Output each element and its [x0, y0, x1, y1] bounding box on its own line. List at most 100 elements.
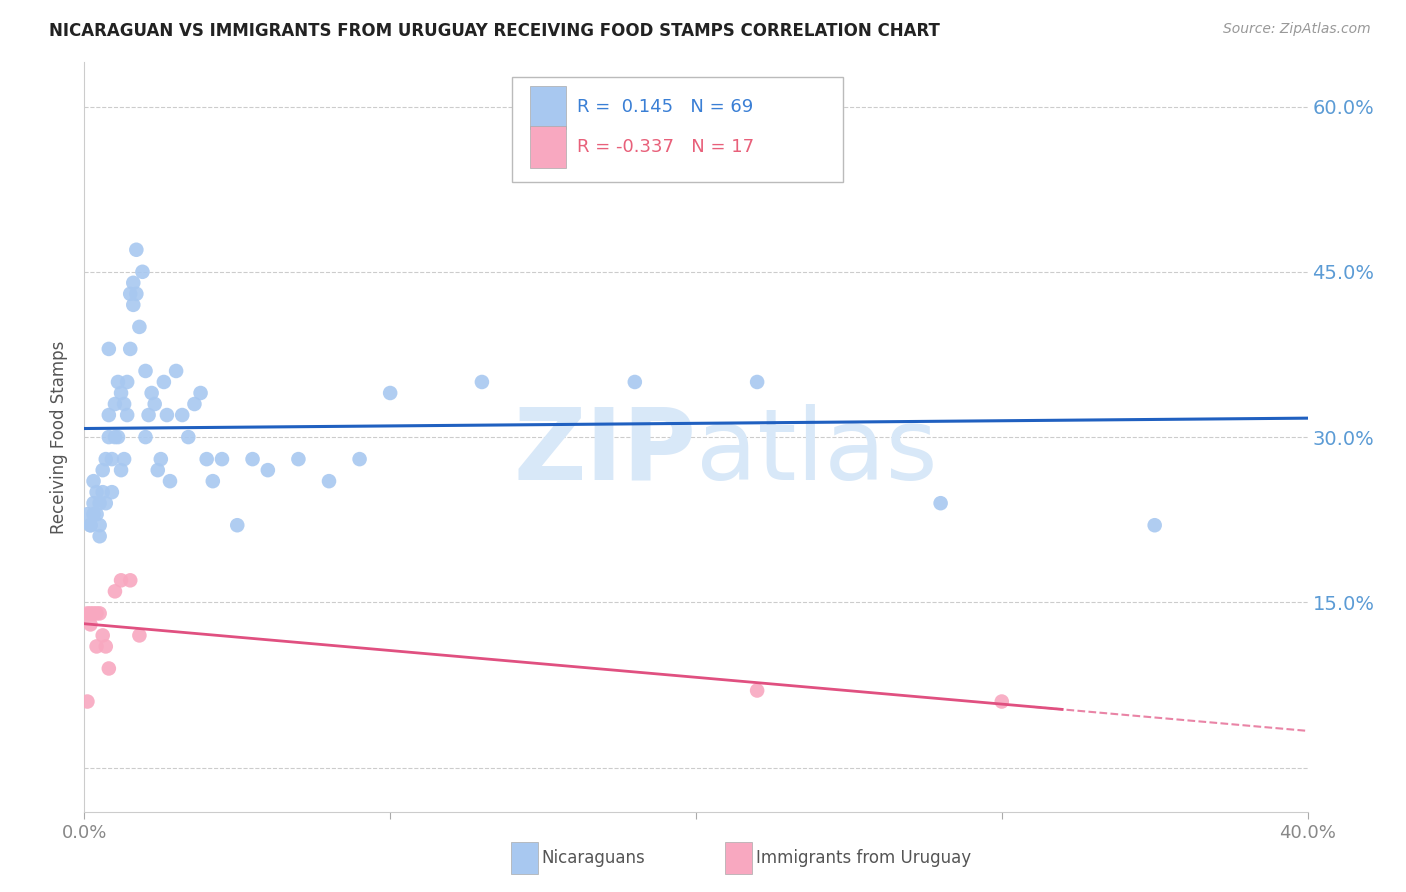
Text: Immigrants from Uruguay: Immigrants from Uruguay: [756, 849, 972, 867]
Point: [76, 694, 98, 708]
Point: [104, 397, 127, 411]
Text: R = -0.337   N = 17: R = -0.337 N = 17: [578, 138, 755, 156]
Point: [115, 408, 138, 422]
Point: [107, 375, 129, 389]
Point: [110, 386, 132, 401]
Point: [211, 452, 233, 467]
Point: [97, 430, 120, 444]
Point: [153, 375, 176, 389]
Point: [1143, 518, 1166, 533]
Point: [104, 430, 127, 444]
Point: [183, 397, 205, 411]
Point: [86, 640, 108, 654]
Point: [991, 694, 1014, 708]
Point: [94, 496, 117, 510]
Text: ZIP: ZIP: [513, 403, 696, 500]
Point: [201, 474, 224, 488]
Point: [195, 452, 218, 467]
Point: [97, 408, 120, 422]
Point: [79, 518, 101, 533]
Point: [128, 628, 150, 642]
Point: [747, 375, 769, 389]
Point: [125, 286, 148, 301]
Point: [242, 452, 264, 467]
Point: [159, 474, 181, 488]
FancyBboxPatch shape: [512, 842, 538, 874]
Point: [76, 607, 98, 621]
Point: [104, 584, 127, 599]
Text: Source: ZipAtlas.com: Source: ZipAtlas.com: [1223, 22, 1371, 37]
Point: [83, 496, 105, 510]
Point: [149, 452, 172, 467]
Point: [624, 375, 647, 389]
Point: [112, 397, 135, 411]
Point: [135, 364, 157, 378]
FancyBboxPatch shape: [725, 842, 752, 874]
Point: [94, 640, 117, 654]
Point: [86, 607, 108, 621]
Point: [97, 661, 120, 675]
Point: [120, 342, 142, 356]
Point: [76, 507, 98, 521]
Point: [146, 463, 169, 477]
Point: [128, 319, 150, 334]
Point: [89, 529, 111, 543]
Point: [138, 408, 160, 422]
Point: [318, 474, 340, 488]
Point: [83, 474, 105, 488]
Point: [79, 518, 101, 533]
Point: [190, 386, 212, 401]
Point: [107, 430, 129, 444]
Point: [349, 452, 371, 467]
Y-axis label: Receiving Food Stamps: Receiving Food Stamps: [51, 341, 69, 533]
Point: [929, 496, 952, 510]
Point: [747, 683, 769, 698]
Point: [131, 265, 153, 279]
Point: [94, 452, 117, 467]
Point: [91, 463, 114, 477]
Point: [177, 430, 200, 444]
Point: [110, 574, 132, 588]
Text: Nicaraguans: Nicaraguans: [541, 849, 645, 867]
Text: R =  0.145   N = 69: R = 0.145 N = 69: [578, 98, 754, 116]
Point: [141, 386, 163, 401]
Point: [86, 485, 108, 500]
Point: [101, 485, 124, 500]
Point: [122, 298, 145, 312]
Point: [97, 342, 120, 356]
Point: [112, 452, 135, 467]
Point: [120, 574, 142, 588]
Point: [125, 243, 148, 257]
Point: [120, 286, 142, 301]
Point: [257, 463, 280, 477]
Point: [79, 617, 101, 632]
Point: [101, 452, 124, 467]
Point: [172, 408, 194, 422]
Point: [122, 276, 145, 290]
Point: [226, 518, 249, 533]
FancyBboxPatch shape: [513, 78, 842, 182]
Point: [91, 485, 114, 500]
Point: [380, 386, 402, 401]
Point: [110, 463, 132, 477]
Point: [89, 607, 111, 621]
Point: [91, 628, 114, 642]
Text: atlas: atlas: [696, 403, 938, 500]
Point: [531, 154, 554, 169]
Point: [89, 518, 111, 533]
Point: [79, 607, 101, 621]
Text: NICARAGUAN VS IMMIGRANTS FROM URUGUAY RECEIVING FOOD STAMPS CORRELATION CHART: NICARAGUAN VS IMMIGRANTS FROM URUGUAY RE…: [49, 22, 941, 40]
Point: [115, 375, 138, 389]
FancyBboxPatch shape: [530, 126, 567, 169]
Point: [165, 364, 187, 378]
Point: [143, 397, 166, 411]
Point: [83, 607, 105, 621]
Point: [83, 507, 105, 521]
Point: [86, 507, 108, 521]
Point: [89, 496, 111, 510]
Point: [156, 408, 179, 422]
Point: [135, 430, 157, 444]
Point: [471, 375, 494, 389]
FancyBboxPatch shape: [530, 86, 567, 128]
Point: [287, 452, 309, 467]
